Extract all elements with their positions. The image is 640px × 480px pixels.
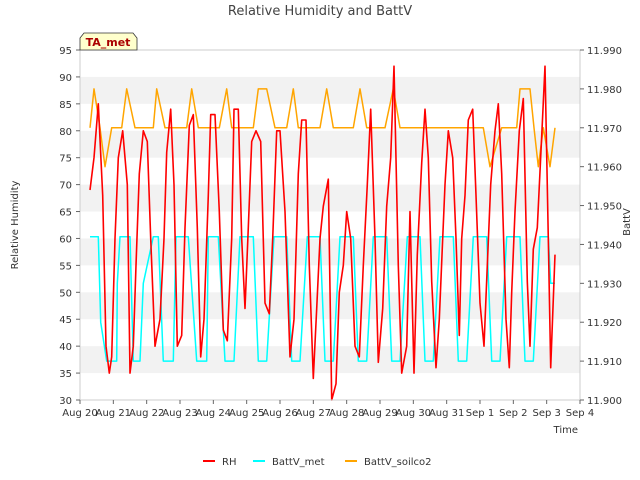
- x-tick-label: Sep 3: [532, 408, 560, 419]
- legend: RH BattV_met BattV_soilco2: [203, 457, 432, 468]
- x-tick-label: Sep 4: [566, 408, 594, 419]
- grid-band: [80, 184, 580, 212]
- x-tick-label: Aug 22: [129, 408, 164, 419]
- left-tick-label: 95: [59, 46, 72, 57]
- x-tick-label: Aug 24: [196, 408, 231, 419]
- left-tick-label: 90: [59, 73, 72, 84]
- chart-title: Relative Humidity and BattV: [228, 4, 412, 19]
- left-tick-label: 40: [59, 342, 72, 353]
- right-tick-label: 11.900: [587, 396, 622, 407]
- right-tick-label: 11.970: [587, 124, 622, 135]
- grid-band: [80, 130, 580, 158]
- legend-item-rh: RH: [203, 457, 236, 468]
- x-tick-label: Aug 31: [429, 408, 464, 419]
- x-axis-label: Time: [553, 425, 578, 436]
- grid-band: [80, 76, 580, 104]
- left-axis: 30 35 40 45 50 55 60 65 70 75 80 85 90 95: [59, 46, 80, 407]
- station-label: TA_met: [86, 36, 131, 49]
- x-tick-label: Aug 28: [329, 408, 364, 419]
- x-tick-label: Sep 2: [499, 408, 527, 419]
- series-layer: [89, 65, 556, 401]
- left-tick-label: 65: [59, 208, 72, 219]
- x-tick-label: Sep 1: [466, 408, 494, 419]
- series-line-rh: [89, 65, 556, 401]
- legend-label: RH: [222, 457, 236, 468]
- series-line-battv_met: [90, 235, 555, 362]
- legend-item-battv_met: BattV_met: [253, 457, 325, 468]
- station-label-box: TA_met: [79, 32, 138, 51]
- left-tick-label: 50: [59, 288, 72, 299]
- left-tick-label: 70: [59, 181, 72, 192]
- right-tick-label: 11.940: [587, 240, 622, 251]
- x-tick-label: Aug 21: [96, 408, 131, 419]
- x-tick-label: Aug 26: [262, 408, 297, 419]
- x-tick-label: Aug 27: [296, 408, 331, 419]
- y-axis-label-right: BattV: [622, 208, 633, 236]
- right-axis: 11.900 11.910 11.920 11.930 11.940 11.950 11.9…: [580, 46, 622, 407]
- legend-label: BattV_soilco2: [364, 457, 432, 468]
- left-tick-label: 35: [59, 369, 72, 380]
- left-tick-label: 80: [59, 127, 72, 138]
- right-tick-label: 11.990: [587, 46, 622, 57]
- left-tick-label: 75: [59, 154, 72, 165]
- left-tick-label: 85: [59, 100, 72, 111]
- plot-frame: [79, 49, 581, 401]
- x-tick-label: Aug 23: [162, 408, 197, 419]
- left-tick-label: 60: [59, 234, 72, 245]
- right-tick-label: 11.960: [587, 163, 622, 174]
- right-tick-label: 11.950: [587, 202, 622, 213]
- legend-label: BattV_met: [272, 457, 325, 468]
- background-bands: [80, 76, 580, 374]
- right-tick-label: 11.920: [587, 318, 622, 329]
- right-tick-label: 11.980: [587, 85, 622, 96]
- right-tick-label: 11.910: [587, 357, 622, 368]
- y-axis-label-left: Relative Humidity: [10, 181, 21, 270]
- series-line-battv_soilco2: [89, 88, 556, 168]
- legend-item-battv_soilco2: BattV_soilco2: [345, 457, 432, 468]
- right-tick-label: 11.930: [587, 279, 622, 290]
- left-tick-label: 30: [59, 396, 72, 407]
- x-tick-label: Aug 25: [229, 408, 264, 419]
- x-tick-label: Aug 20: [62, 408, 97, 419]
- x-tick-label: Aug 29: [362, 408, 397, 419]
- x-tick-label: Aug 30: [396, 408, 431, 419]
- left-tick-label: 45: [59, 315, 72, 326]
- grid-band: [80, 346, 580, 374]
- left-tick-label: 55: [59, 261, 72, 272]
